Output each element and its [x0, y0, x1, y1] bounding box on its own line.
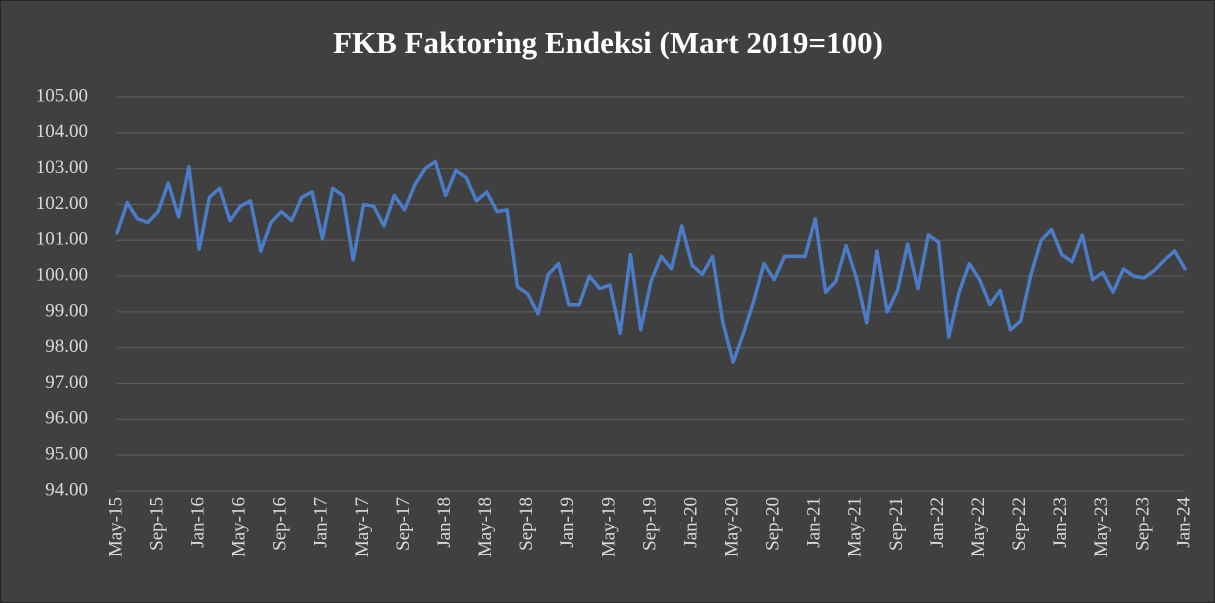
x-tick-label: Jan-18 [434, 497, 455, 548]
x-tick-label: Sep-19 [639, 497, 660, 551]
y-tick-label: 101.00 [36, 229, 88, 250]
y-tick-label: 99.00 [45, 300, 88, 321]
x-tick-label: Jan-19 [557, 497, 578, 548]
x-tick-label: Sep-15 [146, 497, 167, 551]
x-tick-label: May-20 [722, 497, 743, 557]
x-tick-label: Jan-20 [680, 497, 701, 548]
x-tick-label: Jan-24 [1173, 497, 1194, 548]
x-tick-label: Jan-16 [188, 497, 209, 548]
x-tick-label: Jan-22 [927, 497, 948, 548]
x-tick-label: May-17 [352, 497, 373, 557]
x-tick-label: May-15 [105, 497, 126, 557]
data-line [115, 159, 1187, 364]
y-tick-label: 104.00 [36, 121, 88, 142]
x-tick-label: Sep-22 [1009, 497, 1030, 551]
y-tick-label: 96.00 [45, 408, 88, 429]
x-tick-label: Jan-17 [311, 497, 332, 548]
y-tick-label: 103.00 [36, 157, 88, 178]
x-tick-label: May-23 [1091, 497, 1112, 557]
x-tick-label: Sep-17 [393, 497, 414, 551]
x-tick-label: Sep-21 [886, 497, 907, 551]
x-tick-label: Sep-16 [270, 497, 291, 551]
x-tick-label: Sep-23 [1132, 497, 1153, 551]
x-tick-label: May-21 [845, 497, 866, 557]
y-tick-label: 95.00 [45, 444, 88, 465]
x-tick-label: Sep-20 [763, 497, 784, 551]
x-tick-label: May-22 [968, 497, 989, 557]
y-tick-label: 100.00 [36, 264, 88, 285]
x-tick-label: May-16 [229, 497, 250, 557]
y-tick-label: 97.00 [45, 372, 88, 393]
y-tick-label: 94.00 [45, 479, 88, 500]
y-tick-label: 105.00 [36, 85, 88, 106]
x-tick-label: Jan-21 [804, 497, 825, 548]
y-tick-label: 98.00 [45, 336, 88, 357]
chart-title: FKB Faktoring Endeksi (Mart 2019=100) [333, 25, 883, 60]
x-tick-label: May-18 [475, 497, 496, 557]
x-tick-label: Sep-18 [516, 497, 537, 551]
y-tick-label: 102.00 [36, 193, 88, 214]
x-tick-label: May-19 [598, 497, 619, 557]
x-tick-label: Jan-23 [1050, 497, 1071, 548]
